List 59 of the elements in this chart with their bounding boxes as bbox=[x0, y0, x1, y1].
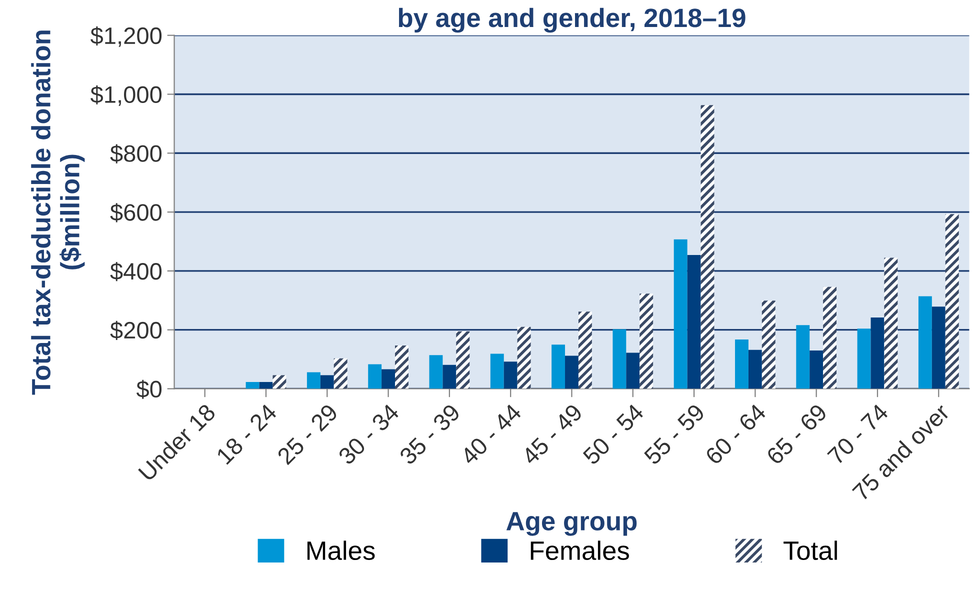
x-tick-label: 35 - 39 bbox=[398, 403, 461, 466]
x-tick-label: 60 - 64 bbox=[704, 402, 767, 466]
bar bbox=[735, 340, 748, 389]
bar bbox=[395, 345, 408, 389]
legend-label: Females bbox=[530, 540, 629, 560]
x-tick-label: 25 - 29 bbox=[276, 403, 339, 466]
x-axis-title: Age group bbox=[506, 512, 637, 536]
y-tick-label: $1,000 bbox=[90, 85, 162, 106]
bar bbox=[884, 258, 898, 389]
y-tick-label: $0 bbox=[136, 380, 162, 399]
bar bbox=[810, 350, 824, 389]
bar bbox=[368, 364, 382, 389]
bar bbox=[578, 312, 592, 389]
bar bbox=[490, 354, 504, 389]
bar bbox=[823, 286, 837, 389]
chart-title: by age and gender, 2018–19 bbox=[398, 8, 746, 33]
bar bbox=[612, 329, 626, 389]
bar bbox=[796, 325, 810, 389]
bar bbox=[945, 214, 959, 389]
x-tick-label: 18 - 24 bbox=[216, 402, 278, 465]
x-tick-label: 50 - 54 bbox=[582, 402, 645, 466]
bar bbox=[320, 375, 334, 389]
bar bbox=[456, 331, 470, 389]
bar bbox=[246, 382, 260, 389]
legend-label: Total bbox=[784, 540, 837, 560]
y-tick-label: $1,200 bbox=[90, 26, 162, 47]
legend-label: Males bbox=[307, 540, 375, 560]
bar bbox=[272, 375, 286, 389]
bar bbox=[932, 306, 946, 389]
x-tick-label: 45 - 49 bbox=[520, 403, 584, 466]
bar bbox=[504, 362, 518, 389]
y-tick-label: $600 bbox=[110, 203, 162, 222]
bar bbox=[857, 328, 871, 389]
bar bbox=[762, 300, 776, 389]
bar bbox=[442, 364, 456, 389]
bar bbox=[552, 344, 566, 389]
bar bbox=[382, 369, 396, 389]
bar bbox=[870, 317, 884, 389]
bar bbox=[918, 296, 932, 389]
bar bbox=[565, 356, 578, 389]
bar bbox=[306, 372, 320, 389]
x-tick-label: 65 - 69 bbox=[766, 403, 828, 466]
bar bbox=[334, 358, 348, 389]
y-tick-label: $800 bbox=[110, 144, 162, 164]
x-tick-label: 55 - 59 bbox=[643, 403, 706, 466]
bar bbox=[700, 105, 714, 389]
bar bbox=[640, 294, 654, 389]
bar bbox=[748, 350, 762, 389]
x-tick-label: 40 - 44 bbox=[459, 402, 522, 466]
y-axis-title: Total tax-deductible donation ($million) bbox=[31, 30, 85, 395]
bar bbox=[429, 355, 443, 389]
bar bbox=[626, 352, 640, 389]
bar bbox=[674, 239, 688, 389]
y-tick-label: $200 bbox=[110, 320, 162, 340]
y-tick-label: $400 bbox=[110, 262, 162, 282]
x-tick-label: 30 - 34 bbox=[337, 402, 400, 466]
bar bbox=[687, 255, 701, 389]
bar bbox=[259, 382, 273, 389]
bar bbox=[517, 326, 531, 389]
